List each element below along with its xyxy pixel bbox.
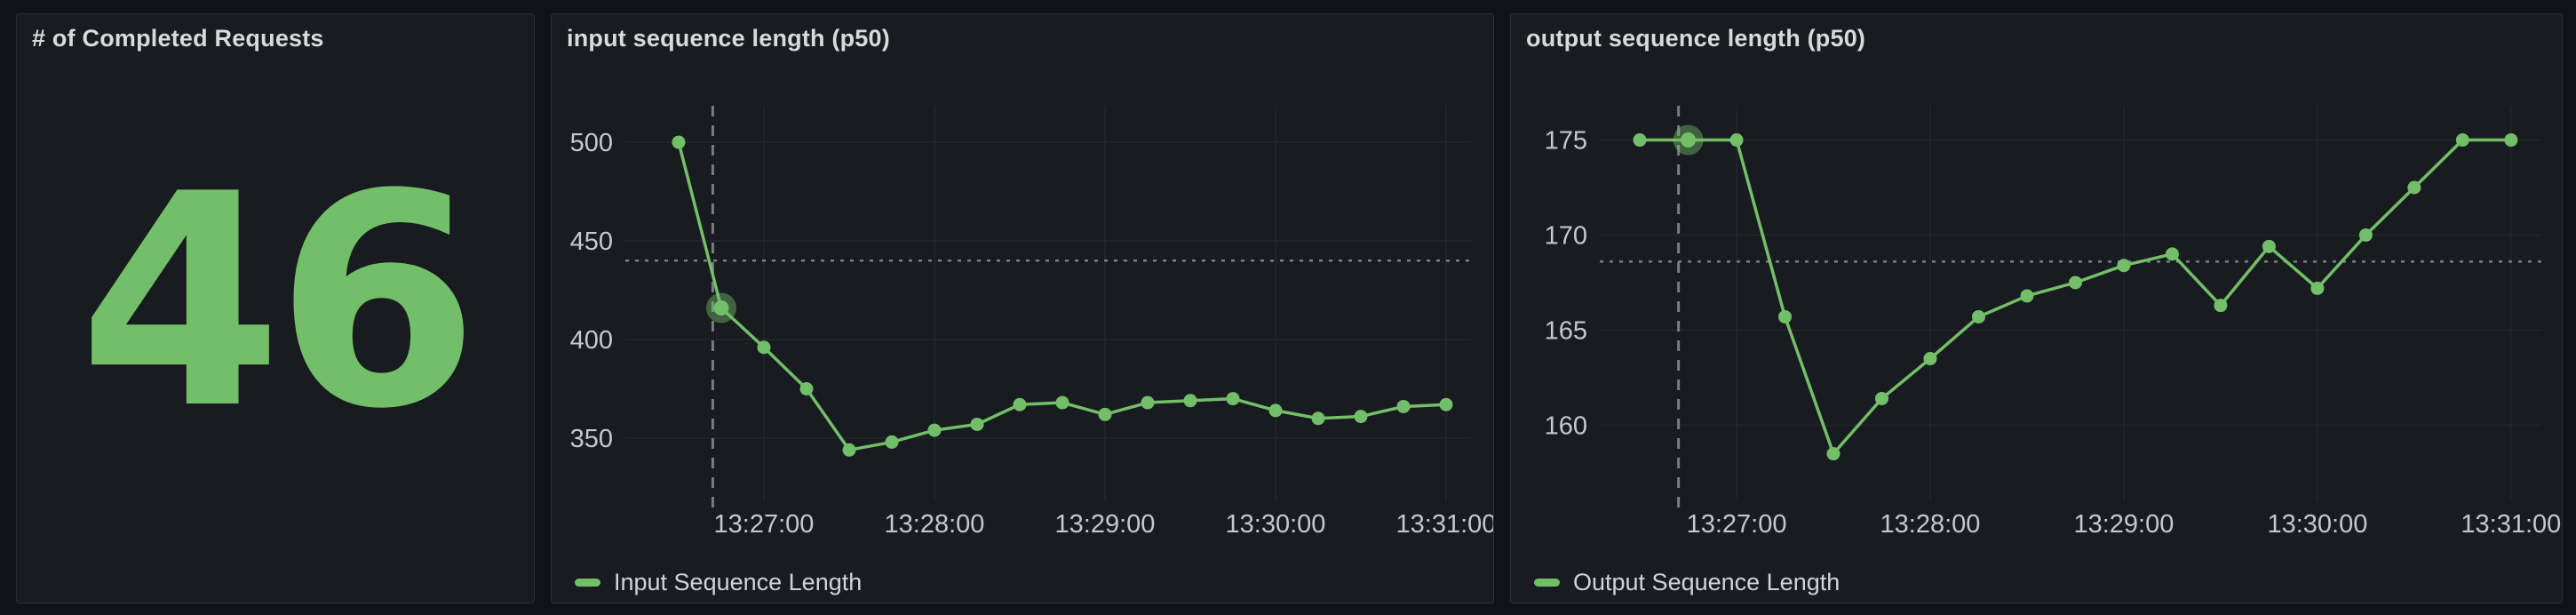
legend-label: Input Sequence Length (614, 568, 863, 595)
panel-title[interactable]: # of Completed Requests (32, 25, 324, 52)
data-point[interactable] (1311, 411, 1325, 426)
data-point[interactable] (1826, 447, 1841, 461)
data-point[interactable] (2358, 228, 2373, 242)
data-point[interactable] (927, 423, 942, 437)
data-point[interactable] (2068, 276, 2082, 290)
y-axis-tick-label: 350 (570, 425, 613, 453)
x-axis-tick-label: 13:27:00 (1687, 510, 1787, 539)
data-point[interactable] (970, 417, 984, 431)
data-point[interactable] (1923, 352, 1937, 366)
data-point[interactable] (1098, 407, 1112, 421)
data-point[interactable] (1396, 399, 1411, 413)
data-point[interactable] (842, 443, 856, 457)
data-point[interactable] (2407, 180, 2421, 195)
data-point[interactable] (2020, 289, 2034, 303)
data-point[interactable] (1055, 395, 1069, 410)
panel-title[interactable]: input sequence length (p50) (567, 25, 890, 52)
panel-output-sequence-length: output sequence length (p50) 160 165 170 17… (1510, 13, 2563, 603)
data-point[interactable] (672, 135, 686, 149)
data-point[interactable] (1633, 133, 1647, 148)
y-axis-tick-label: 170 (1545, 221, 1587, 250)
data-point[interactable] (1778, 309, 1793, 323)
data-point[interactable] (2214, 299, 2228, 313)
y-axis-tick-label: 160 (1545, 411, 1587, 440)
x-axis-tick-label: 13:30:00 (1226, 510, 1326, 539)
legend-label: Output Sequence Length (1573, 568, 1841, 595)
panel-completed-requests: # of Completed Requests 46 (16, 13, 535, 603)
stat-value: 46 (78, 132, 479, 473)
y-axis-tick-label: 450 (570, 228, 613, 256)
x-axis-tick-label: 13:31:00 (2461, 510, 2561, 539)
data-point[interactable] (1013, 397, 1027, 411)
data-point[interactable] (1874, 391, 1888, 405)
data-point[interactable] (1268, 403, 1283, 418)
panel-title[interactable]: output sequence length (p50) (1526, 25, 1866, 52)
data-point[interactable] (2117, 259, 2131, 273)
legend-item-output-sequence-length[interactable]: Output Sequence Length (1534, 569, 1840, 595)
y-axis-tick-label: 165 (1545, 316, 1587, 345)
x-axis-tick-label: 13:27:00 (714, 510, 815, 539)
x-axis-tick-label: 13:28:00 (885, 510, 985, 539)
x-axis-tick-label: 13:29:00 (2073, 510, 2174, 539)
stat-value-container: 46 (17, 68, 534, 537)
data-point[interactable] (2504, 133, 2518, 148)
data-point[interactable] (1183, 394, 1197, 408)
data-point[interactable] (885, 435, 899, 449)
data-point[interactable] (2165, 247, 2179, 261)
x-axis-tick-label: 13:28:00 (1880, 510, 1981, 539)
data-point[interactable] (1971, 309, 1985, 323)
x-axis-tick-label: 13:30:00 (2267, 510, 2367, 539)
x-axis-tick-label: 13:31:00 (1396, 510, 1494, 539)
data-point[interactable] (1681, 132, 1697, 148)
data-point[interactable] (1226, 392, 1240, 406)
y-axis-tick-label: 500 (570, 129, 613, 157)
y-axis-tick-label: 175 (1545, 127, 1587, 156)
data-point[interactable] (757, 340, 771, 355)
data-point[interactable] (1729, 133, 1744, 148)
data-point[interactable] (1439, 397, 1453, 411)
legend-item-input-sequence-length[interactable]: Input Sequence Length (575, 569, 862, 595)
legend-series-marker-icon (575, 578, 600, 587)
x-axis-tick-label: 13:29:00 (1055, 510, 1156, 539)
series-line (1638, 138, 2513, 456)
input-sequence-length-chart[interactable]: 350 400 450 500 13:27:00 13:28:00 13:29:00 13:3… (552, 14, 1494, 603)
data-point[interactable] (2310, 281, 2325, 295)
legend-series-marker-icon (1534, 578, 1560, 587)
data-point[interactable] (2455, 133, 2469, 148)
data-point[interactable] (2262, 239, 2276, 253)
data-point[interactable] (1141, 395, 1155, 410)
data-point[interactable] (1354, 410, 1368, 424)
data-point[interactable] (713, 300, 729, 315)
output-sequence-length-chart[interactable]: 160 165 170 175 13:27:00 13:28:00 13:29:00 13:3… (1511, 14, 2563, 603)
data-point[interactable] (799, 381, 814, 395)
panel-input-sequence-length: input sequence length (p50) 350 400 450 500… (551, 13, 1494, 603)
y-axis-tick-label: 400 (570, 326, 613, 355)
